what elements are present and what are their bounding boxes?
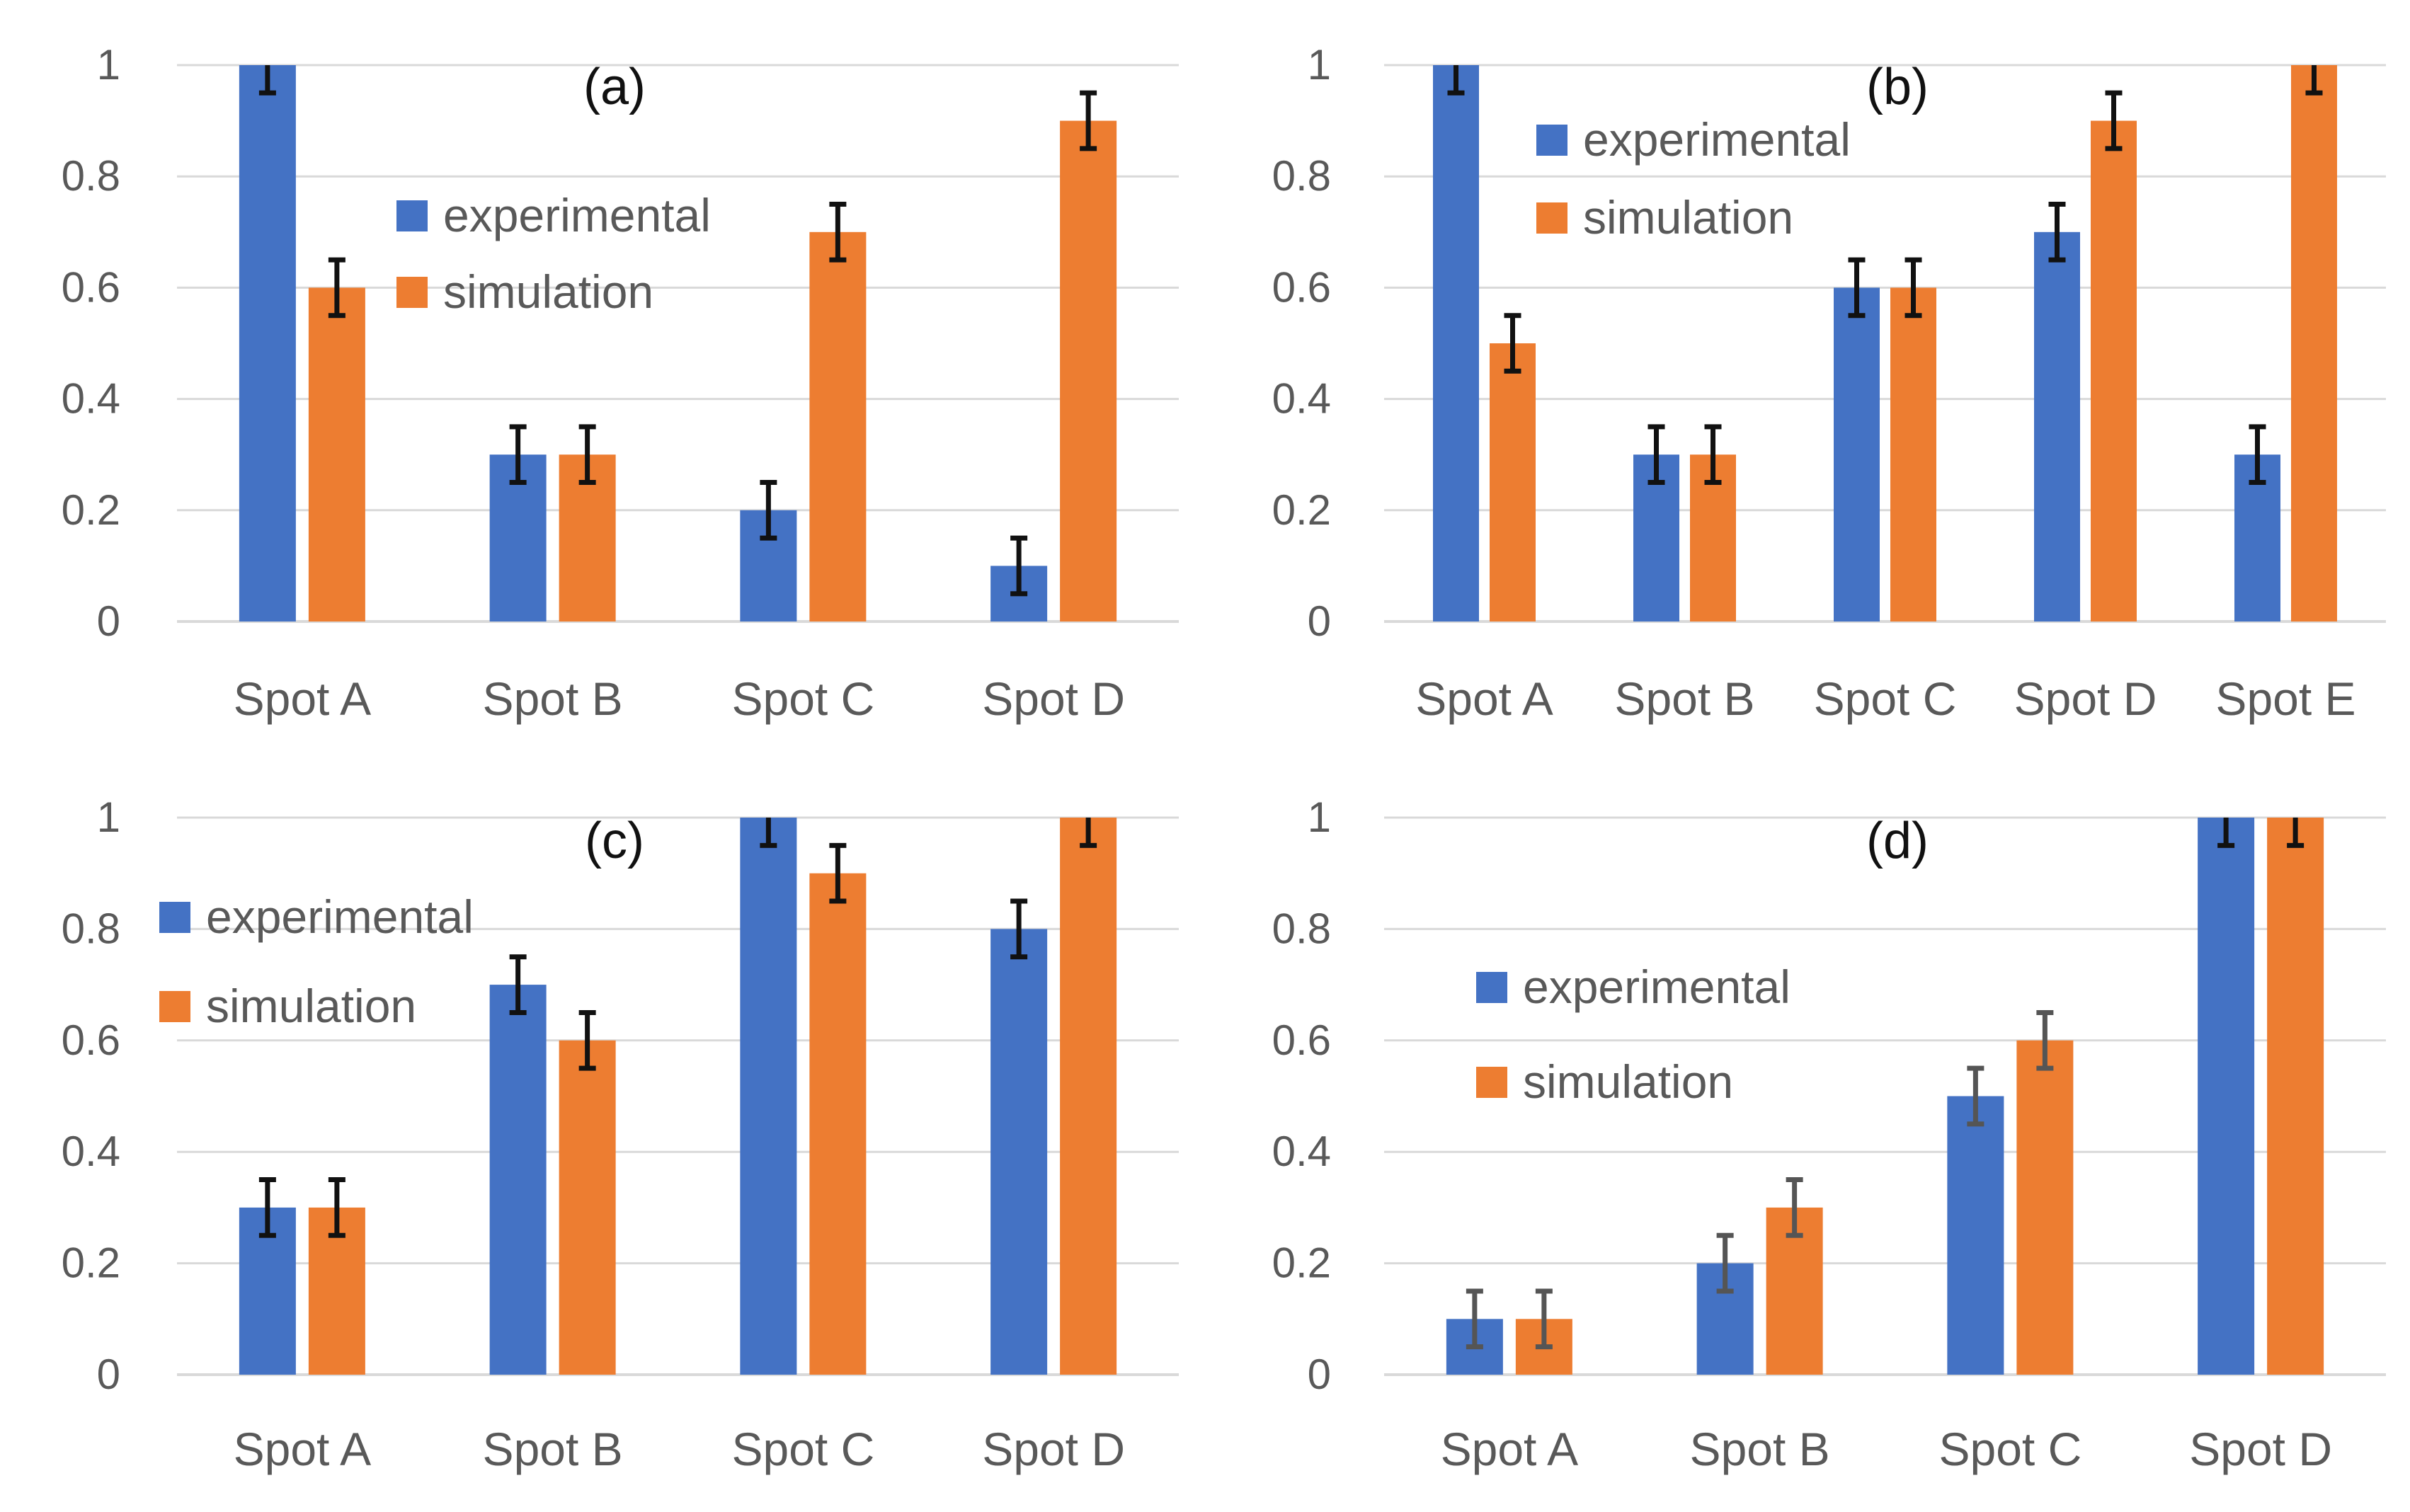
bar-experimental-spot-d [2198, 818, 2255, 1375]
x-category-label: Spot D [2189, 1423, 2332, 1475]
bar-experimental-spot-a [1433, 65, 1479, 622]
x-category-label: Spot D [2014, 672, 2157, 725]
x-category-label: Spot B [483, 1423, 623, 1475]
legend-label-simulation: simulation [443, 265, 653, 318]
chart-panel-a: 0 0.2 0.4 0.6 0.8 1 Spot A Spot B Spot C Spot D (a… [62, 41, 1179, 725]
legend-swatch-simulation [1536, 202, 1567, 234]
bar-simulation-spot-d [1060, 120, 1117, 622]
y-tick-label: 0.6 [62, 263, 120, 311]
panel-label: (d) [1866, 813, 1929, 869]
y-tick-label: 0.8 [1272, 905, 1331, 952]
y-tick-label: 0.6 [1272, 263, 1331, 311]
legend-label-experimental: experimental [206, 890, 474, 943]
x-category-label: Spot A [234, 1423, 372, 1475]
bar-experimental-spot-c [1947, 1096, 2004, 1375]
y-tick-label: 0.4 [1272, 1128, 1331, 1175]
chart-panel-b: 0 0.2 0.4 0.6 0.8 1 Spot A Spot B Spot C Spot D Sp… [1272, 41, 2386, 725]
panel-label: (b) [1866, 59, 1929, 115]
y-tick-label: 0.2 [1272, 486, 1331, 534]
y-tick-label: 0.2 [62, 486, 120, 534]
x-category-label: Spot A [234, 672, 372, 725]
bar-experimental-spot-b [489, 985, 547, 1375]
legend-swatch-experimental [159, 902, 190, 933]
x-category-label: Spot E [2215, 672, 2355, 725]
legend-swatch-simulation [396, 277, 428, 308]
bar-experimental-spot-c [740, 818, 797, 1375]
legend-swatch-experimental [1476, 972, 1507, 1003]
x-category-label: Spot C [1814, 672, 1957, 725]
y-tick-label: 0.6 [1272, 1016, 1331, 1064]
x-category-label: Spot C [731, 1423, 874, 1475]
bar-simulation-spot-b [559, 1040, 616, 1375]
bar-simulation-spot-c [1890, 287, 1936, 622]
bar-simulation-spot-d [1060, 818, 1117, 1375]
bar-simulation-spot-c [809, 873, 867, 1375]
legend-label-simulation: simulation [206, 980, 416, 1032]
x-category-label: Spot A [1441, 1423, 1579, 1475]
bar-simulation-spot-c [2016, 1040, 2074, 1375]
bar-simulation-spot-c [809, 231, 867, 622]
chart-panel-c: 0 0.2 0.4 0.6 0.8 1 Spot A Spot B Spot C Spot D (c… [62, 794, 1179, 1475]
legend-swatch-simulation [1476, 1067, 1507, 1098]
x-category-label: Spot A [1415, 672, 1553, 725]
legend-label-simulation: simulation [1583, 191, 1793, 244]
bar-simulation-spot-a [1490, 343, 1536, 622]
y-tick-label: 0.8 [62, 905, 120, 952]
y-tick-label: 0.4 [62, 375, 120, 423]
x-category-label: Spot D [982, 1423, 1125, 1475]
y-tick-label: 0.4 [1272, 375, 1331, 423]
y-tick-label: 1 [1308, 794, 1331, 841]
bar-experimental-spot-c [1834, 287, 1880, 622]
y-tick-label: 0 [97, 1351, 120, 1398]
y-tick-label: 0.4 [62, 1128, 120, 1175]
y-tick-label: 0.8 [1272, 152, 1331, 200]
panel-label: (a) [583, 59, 646, 115]
y-tick-label: 1 [1308, 41, 1331, 88]
legend-swatch-simulation [159, 991, 190, 1022]
x-category-label: Spot B [1690, 1423, 1830, 1475]
x-category-label: Spot D [982, 672, 1125, 725]
y-tick-label: 0.8 [62, 152, 120, 200]
legend-label-experimental: experimental [1523, 961, 1791, 1013]
bar-simulation-spot-e [2291, 65, 2337, 622]
y-tick-label: 0 [1308, 1351, 1331, 1398]
legend-label-experimental: experimental [443, 189, 711, 241]
x-category-label: Spot B [483, 672, 623, 725]
bar-experimental-spot-d [990, 929, 1048, 1375]
y-tick-label: 0.2 [1272, 1239, 1331, 1287]
bar-simulation-spot-d [2091, 120, 2137, 622]
y-tick-label: 0.2 [62, 1239, 120, 1287]
y-tick-label: 0 [1308, 597, 1331, 645]
legend-label-simulation: simulation [1523, 1055, 1733, 1108]
legend-swatch-experimental [396, 200, 428, 231]
chart-panel-d: 0 0.2 0.4 0.6 0.8 1 Spot A Spot B Spot C Spot D (d… [1272, 794, 2386, 1475]
legend-label-experimental: experimental [1583, 113, 1851, 166]
x-category-label: Spot C [731, 672, 874, 725]
y-tick-label: 1 [97, 794, 120, 841]
y-tick-label: 0 [97, 597, 120, 645]
y-tick-label: 0.6 [62, 1016, 120, 1064]
x-category-label: Spot C [1938, 1423, 2081, 1475]
y-tick-label: 1 [97, 41, 120, 88]
bar-simulation-spot-d [2267, 818, 2324, 1375]
panel-label: (c) [585, 813, 644, 869]
legend-swatch-experimental [1536, 125, 1567, 156]
bar-experimental-spot-a [239, 65, 296, 622]
x-category-label: Spot B [1614, 672, 1754, 725]
bar-simulation-spot-a [308, 287, 365, 622]
bar-experimental-spot-d [2034, 231, 2080, 622]
